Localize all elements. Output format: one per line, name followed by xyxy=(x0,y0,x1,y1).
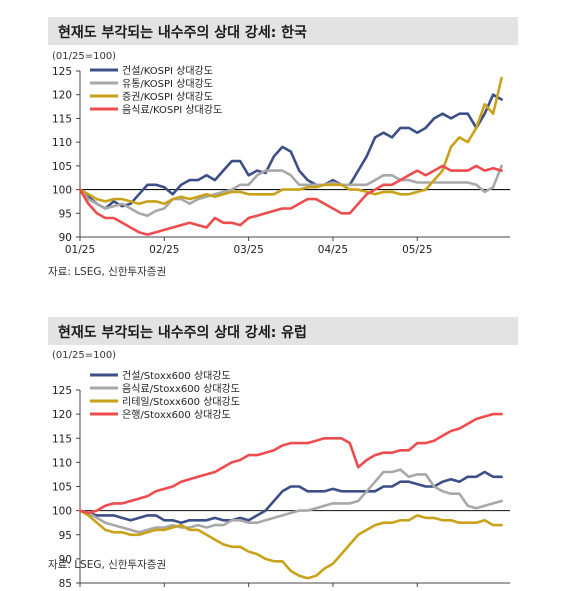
x-tick-label: 04/25 xyxy=(318,244,348,256)
legend-label: 음식료/KOSPI 상대강도 xyxy=(122,104,222,116)
series-line xyxy=(78,509,503,580)
series-line xyxy=(78,93,503,210)
series-line xyxy=(78,76,503,206)
chart-panel-europe: 현재도 부각되는 내수주의 상대 강세: 유럽 (01/25=100) 85 90… xyxy=(0,300,561,591)
legend-label: 건설/Stoxx600 상대강도 xyxy=(122,370,231,382)
y-tick-label: 90 xyxy=(59,232,72,244)
y-tick-label: 85 xyxy=(59,578,72,590)
y-tick-label: 95 xyxy=(59,208,72,220)
series-line xyxy=(78,468,503,534)
y-tick-label: 120 xyxy=(52,90,72,102)
y-tick-label: 125 xyxy=(52,66,72,78)
series-line xyxy=(78,470,503,524)
x-tick-label: 03/25 xyxy=(233,244,263,256)
line-chart-europe: 85909510010511011512012501/2502/2503/250… xyxy=(52,370,510,591)
source-note: 자료: LSEG, 신한투자증권 xyxy=(48,559,167,571)
series-line xyxy=(78,412,503,515)
chart-panel-korea: 현재도 부각되는 내수주의 상대 강세: 한국 (01/25=100) 90 95… xyxy=(0,0,561,282)
series-line xyxy=(78,164,503,236)
y-tick-label: 110 xyxy=(52,137,72,149)
chart-title-bar: 현재도 부각되는 내수주의 상대 강세: 유럽 xyxy=(48,317,518,345)
chart-title: 현재도 부각되는 내수주의 상대 강세: 한국 xyxy=(58,25,307,41)
source-note: 자료: LSEG, 신한투자증권 xyxy=(48,266,167,278)
x-tick-label: 02/25 xyxy=(149,244,179,256)
chart-title: 현재도 부각되는 내수주의 상대 강세: 유럽 xyxy=(58,325,307,341)
y-tick-label: 105 xyxy=(52,482,72,494)
y-tick-label: 110 xyxy=(52,457,72,469)
unit-label: (01/25=100) xyxy=(52,350,117,361)
y-tick-label: 105 xyxy=(52,161,72,173)
chart-title-bar: 현재도 부각되는 내수주의 상대 강세: 한국 xyxy=(48,17,518,45)
y-tick-label: 125 xyxy=(52,385,72,397)
y-tick-label: 90 xyxy=(59,554,72,566)
y-tick-label: 115 xyxy=(52,433,72,445)
y-tick-label: 120 xyxy=(52,409,72,421)
legend-label: 증권/KOSPI 상대강도 xyxy=(122,91,213,103)
legend-label: 은행/Stoxx600 상대강도 xyxy=(122,409,231,421)
line-chart-korea: 90 95 100 105 110 115 120 125 01/25 02/25 03/25 04/… xyxy=(52,65,510,256)
legend-label: 건설/KOSPI 상대강도 xyxy=(122,65,213,77)
legend-label: 유통/KOSPI 상대강도 xyxy=(122,78,213,90)
legend-label: 음식료/Stoxx600 상대강도 xyxy=(122,383,240,395)
y-tick-label: 100 xyxy=(52,506,72,518)
y-tick-label: 95 xyxy=(59,530,72,542)
x-tick-label: 01/25 xyxy=(65,244,95,256)
unit-label: (01/25=100) xyxy=(52,51,117,62)
x-tick-label: 05/25 xyxy=(402,244,432,256)
y-tick-label: 100 xyxy=(52,185,72,197)
y-tick-label: 115 xyxy=(52,113,72,125)
legend-label: 리테일/Stoxx600 상대강도 xyxy=(122,396,240,408)
